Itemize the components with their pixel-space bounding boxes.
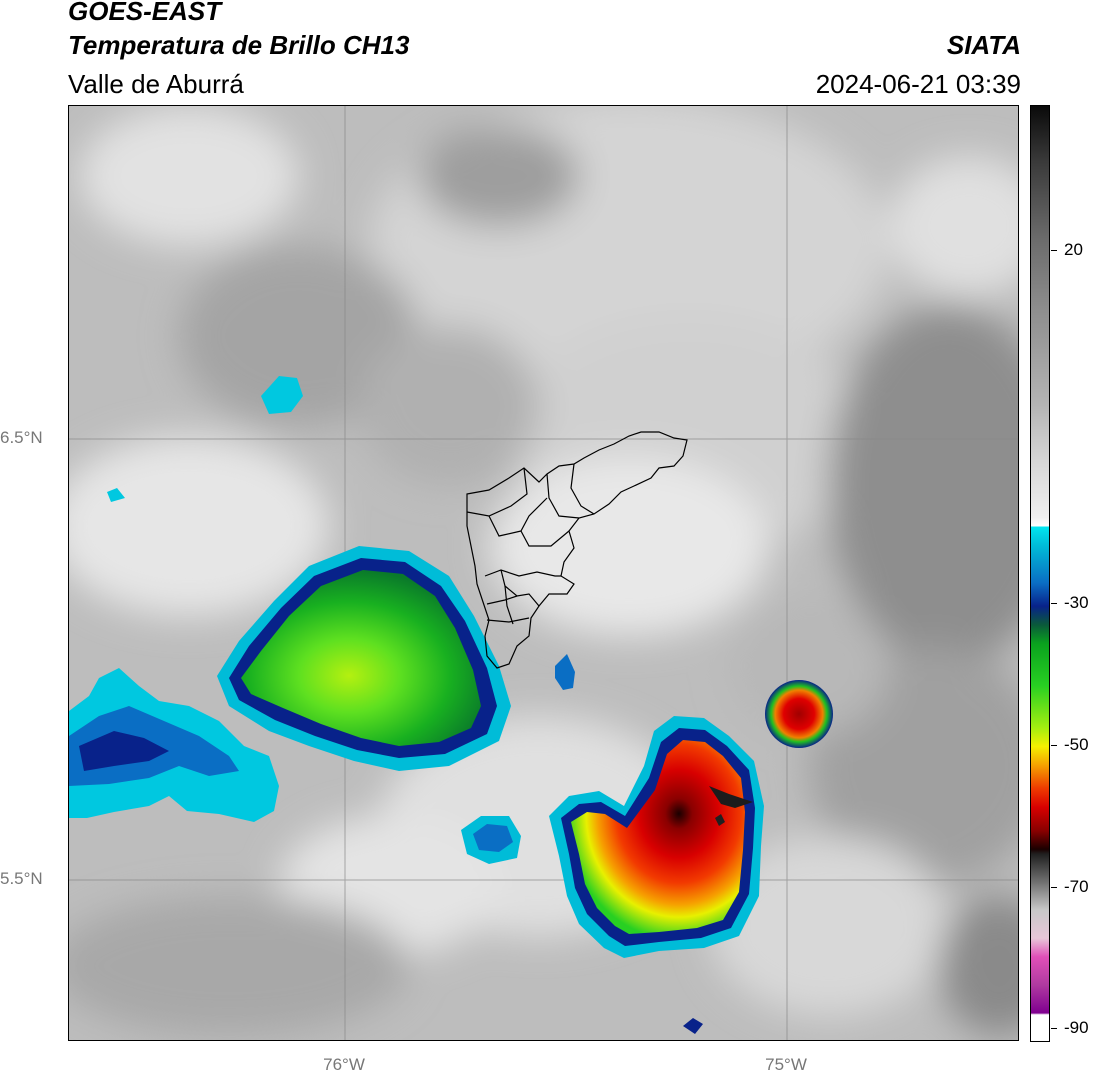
lat-label-5.5: 5.5°N: [0, 869, 43, 888]
region-label: Valle de Aburrá: [68, 69, 244, 99]
colorbar-label-minus30: -30: [1064, 593, 1089, 612]
graticule: [69, 106, 1018, 1040]
lat-label-6.5: 6.5°N: [0, 428, 43, 447]
temperature-colorbar: [1030, 105, 1050, 1042]
colorbar-label-minus70: -70: [1064, 877, 1089, 896]
institution-label: SIATA: [946, 30, 1021, 60]
colorbar-tick: [1051, 745, 1057, 746]
satellite-map: [68, 105, 1019, 1041]
satellite-title: GOES-EAST: [68, 0, 222, 26]
cloud-field: [69, 106, 1018, 1040]
small-storm-cell: [765, 680, 833, 748]
colorbar-label-minus50: -50: [1064, 735, 1089, 754]
cold-spot: [261, 376, 303, 414]
colorbar-tick: [1051, 250, 1057, 251]
lon-label-76: 76°W: [323, 1055, 365, 1074]
colorbar-label-minus90: -90: [1064, 1018, 1089, 1037]
datetime-label: 2024-06-21 03:39: [815, 69, 1021, 99]
colorbar-label-20: 20: [1064, 240, 1083, 259]
product-title: Temperatura de Brillo CH13: [68, 30, 410, 60]
colorbar-tick: [1051, 603, 1057, 604]
convective-cells: [69, 376, 833, 1034]
lon-label-75: 75°W: [765, 1055, 807, 1074]
colorbar-tick: [1051, 1028, 1057, 1029]
colorbar-tick: [1051, 887, 1057, 888]
municipal-boundaries: [466, 431, 688, 669]
map-canvas: [69, 106, 1018, 1040]
